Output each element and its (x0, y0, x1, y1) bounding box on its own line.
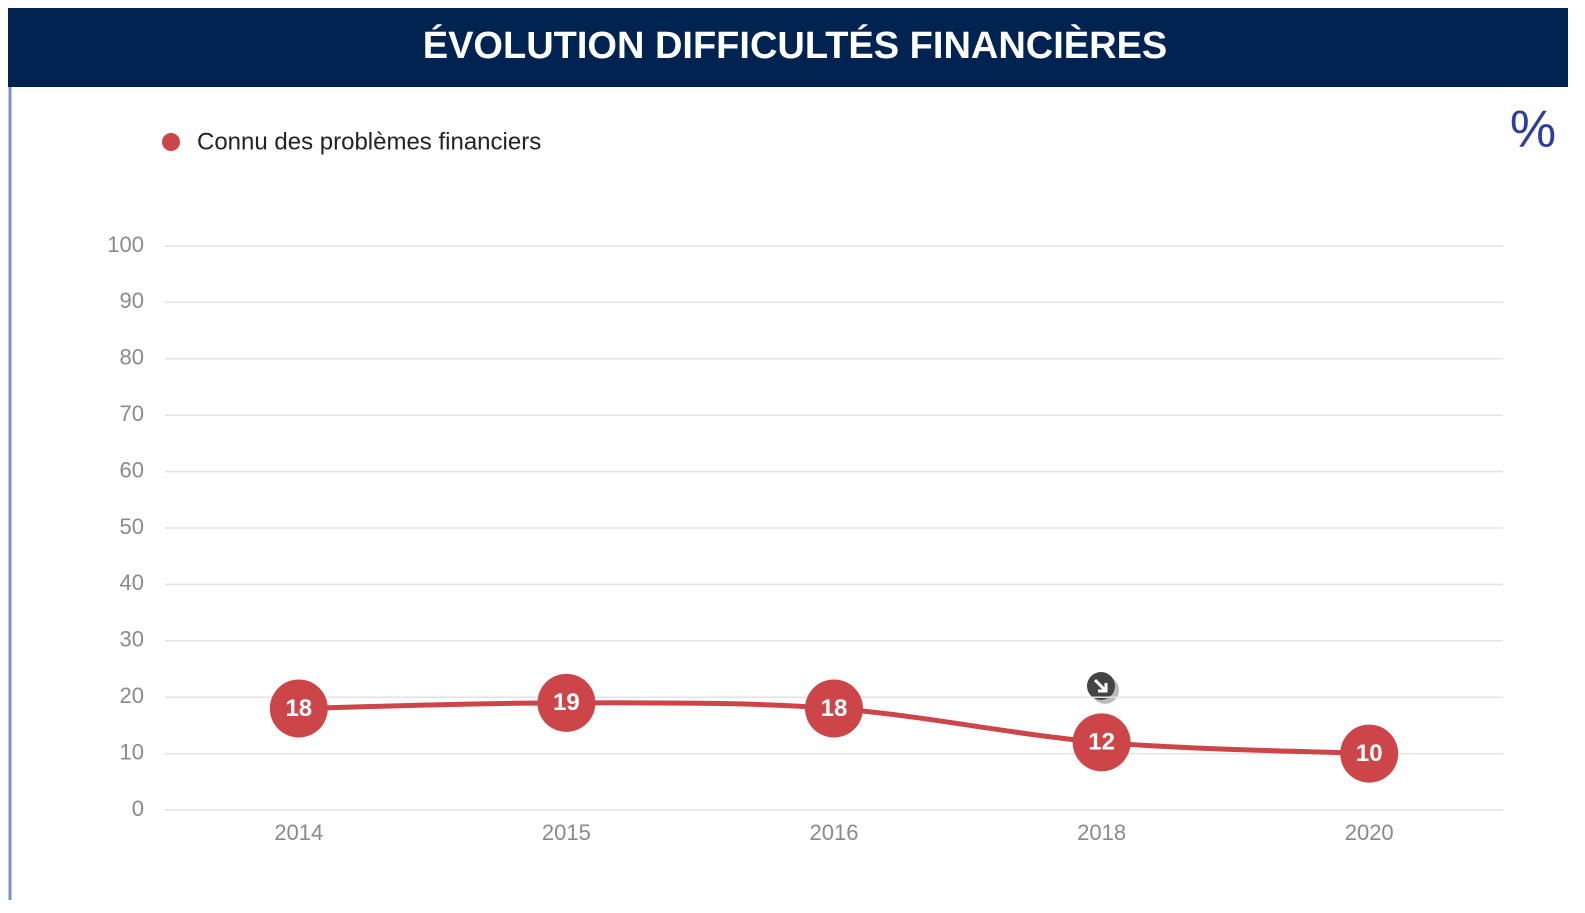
y-tick-label: 40 (120, 570, 144, 595)
legend-label: Connu des problèmes financiers (197, 128, 541, 155)
header-bar (8, 8, 1568, 87)
data-label: 18 (285, 695, 312, 722)
data-point (1072, 713, 1131, 772)
x-tick-label: 2015 (542, 820, 591, 845)
y-tick-label: 90 (120, 288, 144, 313)
legend-marker (162, 133, 180, 151)
y-tick-label: 10 (120, 739, 144, 764)
data-label: 18 (821, 695, 848, 722)
chart-title: ÉVOLUTION DIFFICULTÉS FINANCIÈRES (423, 23, 1168, 67)
data-point (805, 679, 863, 738)
x-tick-label: 2016 (810, 820, 859, 845)
data-point (269, 679, 328, 738)
y-tick-label: 70 (120, 401, 144, 426)
data-label: 19 (553, 689, 580, 716)
data-label: 12 (1088, 729, 1115, 756)
y-tick-label: 30 (120, 627, 144, 652)
x-tick-label: 2018 (1077, 820, 1126, 845)
y-tick-label: 100 (107, 232, 144, 257)
x-tick-label: 2014 (274, 820, 323, 845)
y-tick-label: 0 (132, 796, 144, 821)
y-tick-label: 60 (120, 457, 144, 482)
x-tick-label: 2020 (1345, 820, 1394, 845)
y-tick-label: 20 (120, 683, 144, 708)
y-tick-label: 80 (120, 345, 144, 370)
data-point (537, 673, 596, 732)
data-point (1340, 724, 1399, 783)
data-label: 10 (1356, 740, 1383, 767)
unit-label: % (1510, 101, 1556, 159)
trend-icon (1087, 672, 1119, 704)
y-tick-label: 50 (120, 514, 144, 539)
